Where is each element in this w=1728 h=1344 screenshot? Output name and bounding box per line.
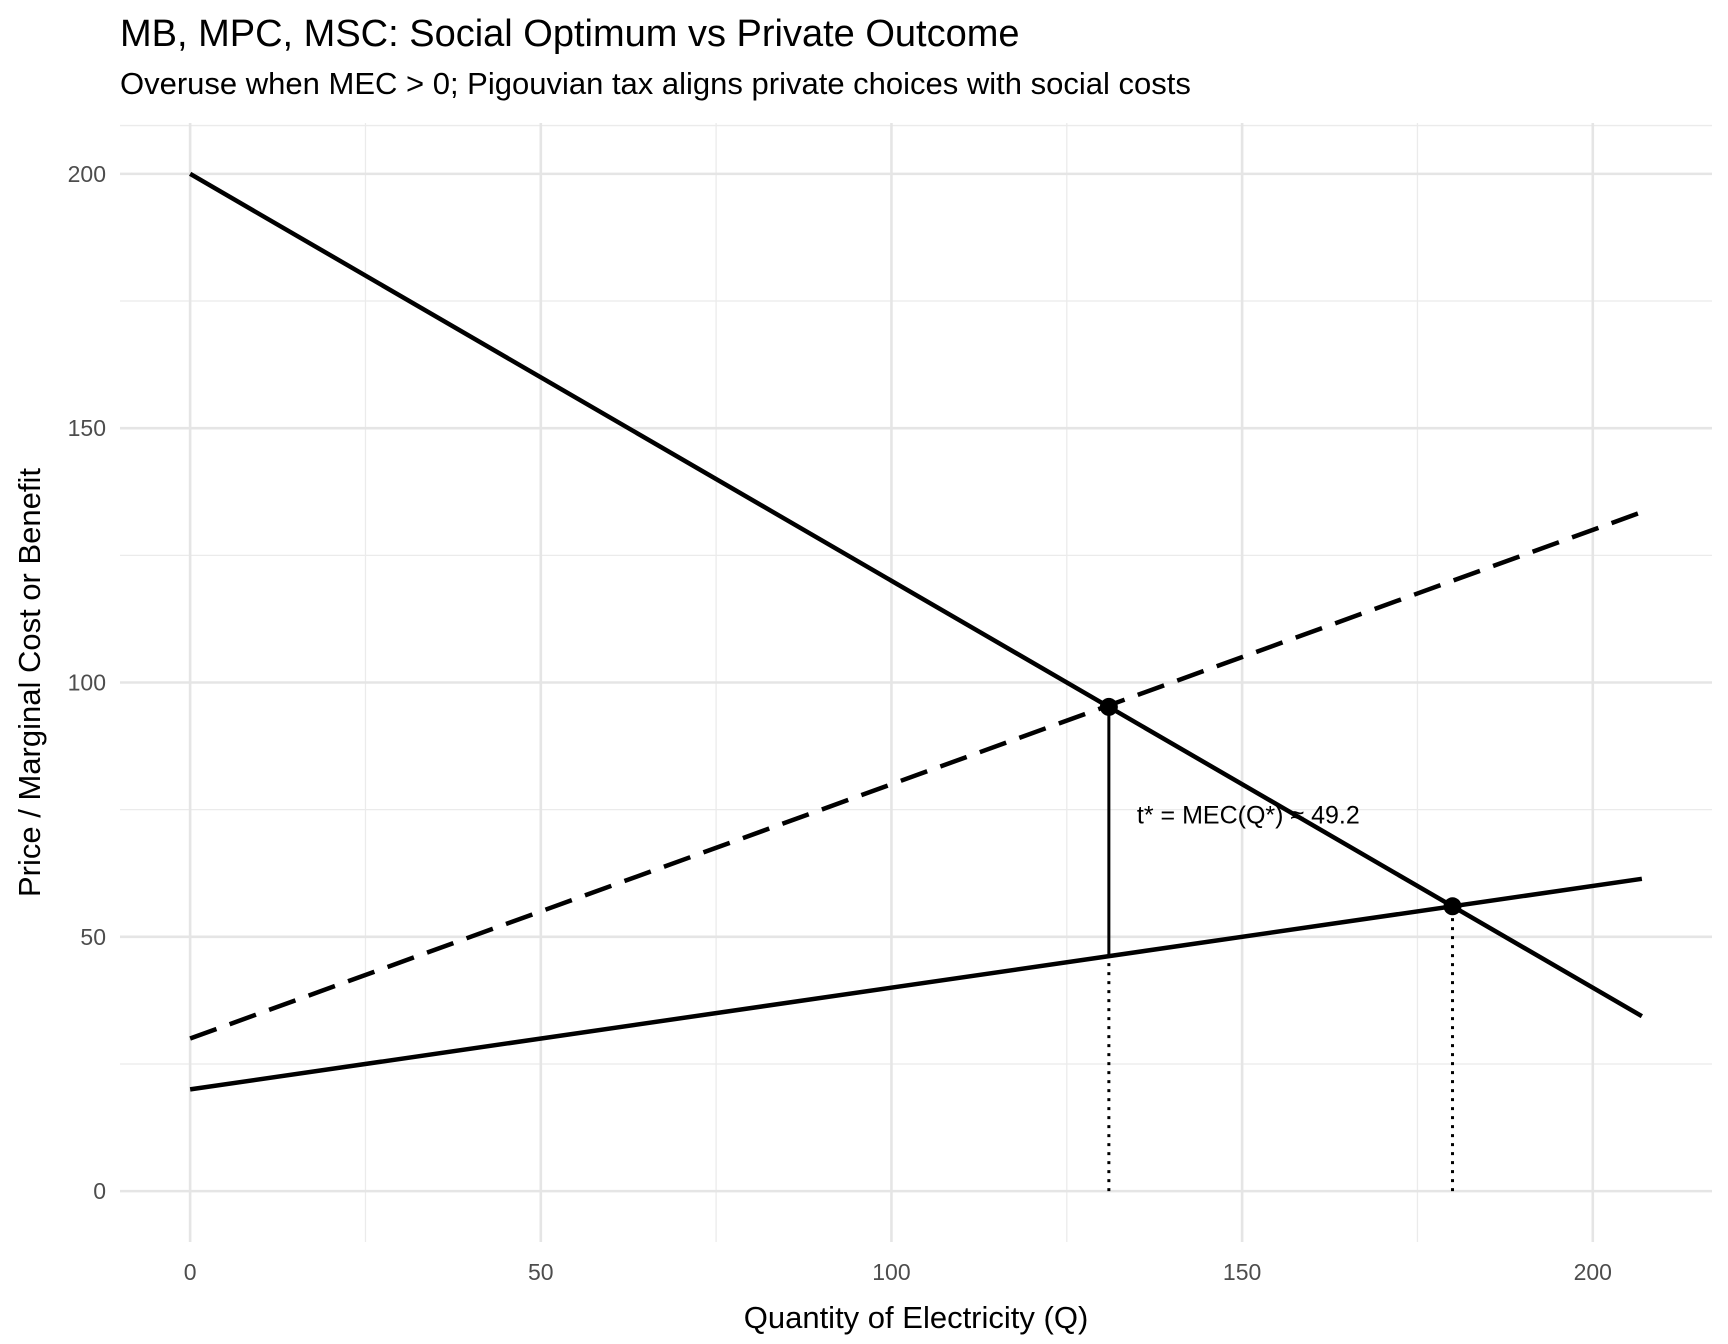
y-axis-title: Price / Marginal Cost or Benefit: [12, 468, 47, 897]
y-tick-label: 200: [68, 161, 106, 187]
x-axis-title: Quantity of Electricity (Q): [744, 1300, 1089, 1335]
x-tick-label: 150: [1223, 1259, 1261, 1285]
series-line: [189, 171, 1643, 1019]
series-line: [189, 876, 1643, 1092]
annotation-label: t* = MEC(Q*) ≈ 49.2: [1137, 802, 1360, 830]
y-tick-label: 0: [93, 1178, 106, 1204]
equilibrium-point: [1099, 697, 1118, 716]
y-tick-label: 50: [80, 924, 106, 950]
series-line-dashed: [189, 509, 1643, 1041]
x-tick-label: 100: [872, 1259, 910, 1285]
x-tick-label: 0: [184, 1259, 197, 1285]
chart-subtitle: Overuse when MEC > 0; Pigouvian tax alig…: [120, 66, 1191, 101]
x-tick-label: 200: [1574, 1259, 1612, 1285]
y-tick-label: 150: [68, 415, 106, 441]
chart-title: MB, MPC, MSC: Social Optimum vs Private …: [120, 13, 1020, 55]
x-tick-label: 50: [528, 1259, 554, 1285]
y-tick-label: 100: [68, 670, 106, 696]
equilibrium-point: [1443, 897, 1462, 916]
